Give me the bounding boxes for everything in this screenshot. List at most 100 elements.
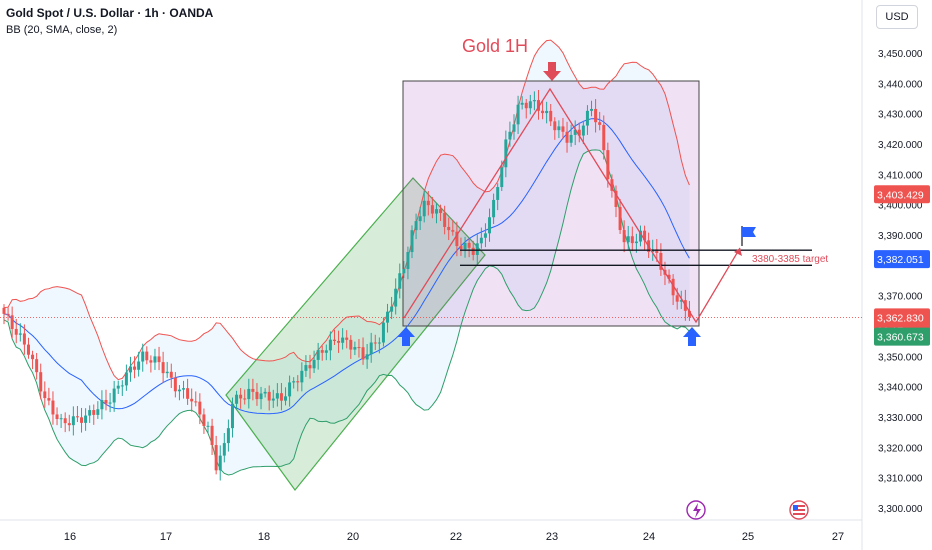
candle-body bbox=[475, 243, 479, 255]
candle-body bbox=[606, 150, 610, 180]
candle-body bbox=[410, 230, 414, 253]
lower-band-price-label-bg bbox=[874, 327, 930, 346]
x-tick-label: 24 bbox=[643, 531, 655, 543]
candle-body bbox=[602, 124, 606, 151]
candle-body bbox=[133, 366, 137, 370]
target-label: 3380-3385 target bbox=[752, 254, 828, 265]
candle-body bbox=[463, 242, 467, 250]
candle-body bbox=[459, 246, 463, 250]
upper-band-price-label: 3,403.429 bbox=[877, 189, 924, 201]
candle-body bbox=[35, 359, 39, 373]
candle-body bbox=[284, 396, 288, 401]
y-tick-label: 3,300.000 bbox=[878, 504, 923, 515]
currency-selector[interactable]: USD bbox=[876, 5, 918, 29]
indicator-legend[interactable]: BB (20, SMA, close, 2) bbox=[6, 24, 118, 36]
y-tick-label: 3,370.000 bbox=[878, 292, 923, 303]
candle-body bbox=[71, 416, 75, 426]
candle-body bbox=[243, 398, 247, 400]
candle-body bbox=[443, 212, 447, 227]
candle-body bbox=[573, 129, 577, 135]
y-tick-label: 3,410.000 bbox=[878, 170, 923, 181]
x-tick-label: 23 bbox=[546, 531, 558, 543]
us-flag-stripe bbox=[793, 505, 805, 507]
candle-body bbox=[659, 252, 663, 270]
candle-body bbox=[357, 347, 361, 349]
candle-body bbox=[218, 455, 222, 471]
candle-body bbox=[394, 288, 398, 307]
candle-body bbox=[585, 110, 589, 126]
candle-body bbox=[643, 230, 647, 241]
candle-body bbox=[414, 221, 418, 231]
candle-body bbox=[6, 313, 10, 316]
candle-body bbox=[165, 371, 169, 374]
x-tick-label: 18 bbox=[258, 531, 270, 543]
candle-body bbox=[455, 231, 459, 247]
candle-body bbox=[528, 101, 532, 109]
candle-body bbox=[622, 230, 626, 243]
upper-band-price-label-bg bbox=[874, 185, 930, 204]
candle-body bbox=[251, 388, 255, 392]
candle-body bbox=[349, 339, 353, 350]
down-arrow-icon bbox=[543, 62, 561, 81]
candle-body bbox=[553, 121, 557, 131]
candle-body bbox=[149, 360, 153, 363]
candle-body bbox=[483, 233, 487, 238]
candle-body bbox=[43, 391, 47, 399]
candle-body bbox=[267, 391, 271, 401]
candle-body bbox=[590, 108, 594, 111]
candle-body bbox=[561, 126, 565, 132]
candle-body bbox=[247, 388, 251, 400]
y-tick-label: 3,320.000 bbox=[878, 443, 923, 454]
symbol-title[interactable]: Gold Spot / U.S. Dollar · 1h · OANDA bbox=[6, 6, 214, 20]
us-flag-stripe bbox=[793, 513, 805, 515]
x-tick-label: 22 bbox=[450, 531, 462, 543]
candle-body bbox=[116, 385, 120, 389]
candle-body bbox=[373, 342, 377, 344]
candle-body bbox=[263, 391, 267, 394]
lower-band-price-label: 3,360.673 bbox=[877, 332, 924, 344]
candle-body bbox=[577, 129, 581, 136]
candle-body bbox=[161, 362, 165, 374]
y-tick-label: 3,310.000 bbox=[878, 474, 923, 485]
candle-body bbox=[337, 340, 341, 343]
candle-body bbox=[206, 425, 210, 427]
candle-body bbox=[63, 418, 67, 424]
y-tick-label: 3,340.000 bbox=[878, 383, 923, 394]
bb-upper-band bbox=[3, 39, 690, 381]
candle-body bbox=[157, 356, 161, 363]
candle-body bbox=[377, 342, 381, 344]
candle-body bbox=[610, 179, 614, 191]
candle-body bbox=[10, 315, 14, 329]
up-arrow-icon bbox=[683, 327, 701, 346]
candle-body bbox=[177, 389, 181, 392]
y-tick-label: 3,430.000 bbox=[878, 110, 923, 121]
candle-body bbox=[316, 350, 320, 360]
y-tick-label: 3,350.000 bbox=[878, 352, 923, 363]
candle-body bbox=[312, 359, 316, 369]
x-tick-label: 25 bbox=[742, 531, 754, 543]
candle-body bbox=[598, 122, 602, 125]
candle-body bbox=[104, 400, 108, 404]
bb-fill bbox=[4, 40, 690, 475]
candle-body bbox=[467, 242, 471, 248]
candle-body bbox=[279, 393, 283, 401]
candle-body bbox=[536, 100, 540, 111]
candle-body bbox=[26, 344, 30, 355]
x-tick-label: 16 bbox=[64, 531, 76, 543]
x-tick-label: 20 bbox=[347, 531, 359, 543]
candle-body bbox=[618, 206, 622, 231]
candle-body bbox=[426, 200, 430, 206]
basis-price-label: 3,382.051 bbox=[877, 254, 924, 266]
candle-body bbox=[488, 217, 492, 234]
candle-body bbox=[210, 425, 214, 446]
candle-body bbox=[471, 247, 475, 255]
us-flag-canton bbox=[793, 505, 798, 510]
candle-body bbox=[353, 347, 357, 350]
candle-body bbox=[687, 310, 691, 317]
candle-body bbox=[381, 322, 385, 343]
lightning-icon bbox=[693, 503, 701, 518]
candle-body bbox=[271, 398, 275, 401]
candle-body bbox=[169, 371, 173, 378]
candle-body bbox=[47, 398, 51, 401]
